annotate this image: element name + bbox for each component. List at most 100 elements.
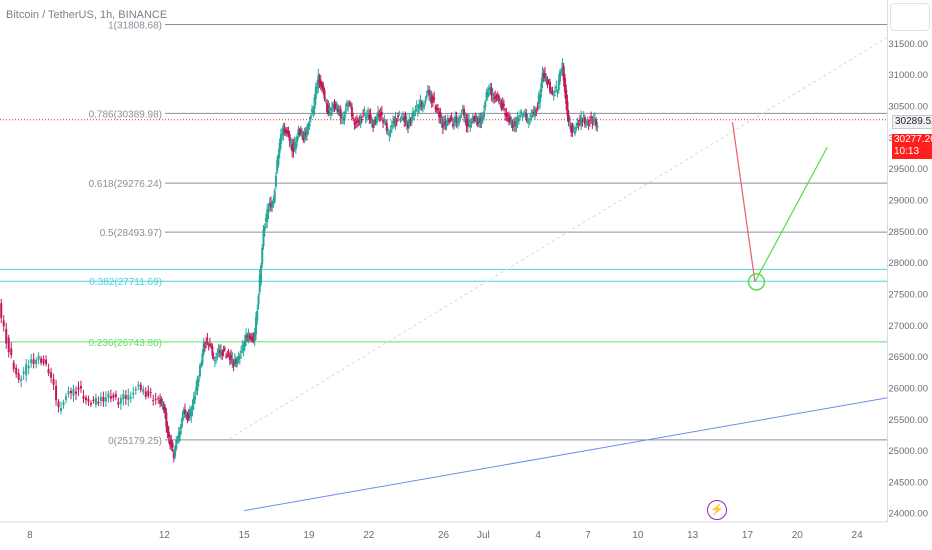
candle-body	[166, 426, 169, 432]
fib-levels: 1(31808.68) 0.786(30389.98) 0.618(29276.24…	[0, 21, 887, 447]
candle-body	[537, 94, 540, 104]
candle-body	[450, 116, 453, 119]
candle-body	[426, 90, 429, 93]
candle-body	[208, 343, 211, 345]
x-tick-label: 19	[303, 530, 315, 541]
candle-body	[470, 120, 473, 124]
candle-body	[311, 108, 314, 113]
candle-body	[181, 416, 184, 422]
candle-body	[522, 113, 525, 116]
candle-body	[586, 120, 589, 123]
candle-body	[104, 397, 107, 402]
candle-body	[510, 119, 513, 125]
candle-body	[438, 111, 441, 118]
candle-body	[397, 115, 400, 118]
x-tick-label: 17	[742, 530, 754, 541]
candle-body	[176, 440, 179, 442]
candle-body	[74, 391, 77, 394]
candle-body	[281, 134, 284, 136]
candle-body	[183, 409, 186, 415]
x-tick-label: 13	[687, 530, 699, 541]
price-axis[interactable]	[887, 0, 932, 522]
candle-body	[370, 119, 373, 124]
candle-body	[206, 339, 209, 341]
candle-body	[372, 122, 375, 128]
candle-body	[411, 111, 414, 118]
candle-body	[530, 115, 533, 117]
candle-body	[399, 119, 402, 121]
candle-body	[264, 218, 267, 222]
candle-body	[322, 85, 325, 91]
lightning-icon[interactable]: ⚡	[707, 500, 727, 520]
candle-body	[253, 332, 256, 341]
candle-body	[354, 121, 357, 124]
candle-body	[500, 103, 503, 109]
candle-body	[220, 349, 223, 356]
candle-body	[373, 119, 376, 126]
candle-body	[324, 100, 327, 102]
candle-body	[357, 119, 360, 122]
candle-body	[339, 109, 342, 119]
x-tick-label: 12	[159, 530, 171, 541]
candle-body	[268, 202, 271, 207]
candle-body	[481, 114, 484, 119]
candle-body	[256, 310, 259, 320]
candle-body	[364, 116, 367, 118]
candle-body	[577, 124, 580, 126]
candle-body	[547, 81, 550, 83]
candle-body	[207, 344, 210, 346]
candle-body	[335, 105, 338, 111]
candle-body	[42, 358, 45, 364]
candle-body	[94, 397, 97, 406]
candle-body	[55, 385, 58, 401]
candle-body	[463, 109, 466, 116]
candle-body	[82, 396, 85, 399]
candle-body	[593, 118, 596, 121]
x-tick-label: 8	[27, 530, 33, 541]
candle-body	[27, 365, 30, 369]
candle-body	[47, 369, 50, 374]
candle-body	[284, 129, 287, 133]
candle-body	[480, 118, 483, 123]
candle-body	[405, 119, 408, 125]
candle-body	[278, 142, 281, 153]
candle-body	[527, 122, 530, 124]
candle-body	[567, 115, 570, 123]
candle-body	[318, 78, 321, 84]
fib-label-1: 1(31808.68)	[108, 21, 162, 32]
projection-up-line	[754, 146, 828, 283]
candle-body	[475, 117, 478, 124]
candle-body	[165, 412, 168, 427]
candle-body	[202, 343, 205, 354]
candle-body	[172, 452, 175, 458]
candle-body	[581, 120, 584, 122]
candle-body	[531, 112, 534, 114]
candle-body	[380, 112, 383, 115]
last-price-badge: 30277.26 10:13	[892, 134, 932, 159]
candle-body	[169, 439, 172, 445]
candle-body	[347, 104, 350, 108]
candle-body	[37, 355, 40, 360]
candle-body	[494, 96, 497, 99]
fib-label-0: 0(25179.25)	[108, 436, 162, 447]
candle-body	[453, 120, 456, 125]
candle-body	[423, 104, 426, 108]
candle-body	[317, 75, 320, 87]
candle-body	[419, 101, 422, 106]
candle-body	[321, 83, 324, 89]
chart-settings-box[interactable]	[890, 3, 930, 31]
candle-body	[231, 358, 234, 363]
x-tick-label: 24	[852, 530, 864, 541]
x-tick-label: 4	[535, 530, 541, 541]
candle-body	[89, 402, 92, 405]
candle-body	[555, 86, 558, 88]
candle-body	[476, 121, 479, 125]
candle-body	[591, 122, 594, 124]
candle-body	[293, 141, 296, 148]
candle-body	[448, 120, 451, 123]
candle-body	[449, 118, 452, 121]
candle-body	[332, 104, 335, 107]
x-tick-label: 20	[792, 530, 804, 541]
candle-body	[338, 109, 341, 111]
